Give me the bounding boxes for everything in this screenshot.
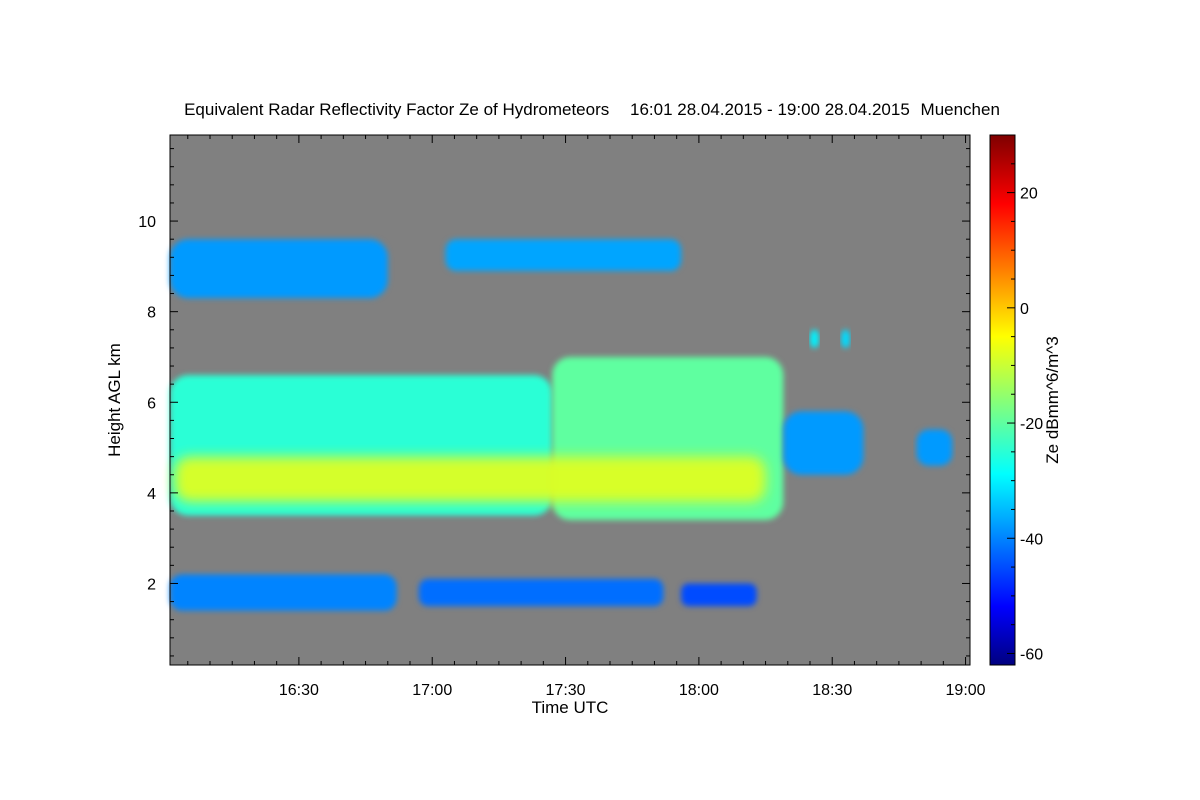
echo-region-upper-cirrus-right bbox=[445, 239, 682, 271]
echo-region-small-cell-2 bbox=[841, 329, 850, 348]
x-tick-label: 17:00 bbox=[412, 682, 452, 699]
chart-title-main: Equivalent Radar Reflectivity Factor Ze … bbox=[184, 100, 609, 119]
y-axis-label: Height AGL km bbox=[105, 343, 124, 457]
echo-region-low-layer-3 bbox=[681, 583, 757, 607]
x-tick-label: 16:30 bbox=[279, 682, 319, 699]
y-tick-label: 8 bbox=[147, 305, 156, 322]
colorbar-tick-label: 0 bbox=[1020, 301, 1029, 318]
echo-region-upper-cirrus-left bbox=[170, 239, 388, 299]
x-tick-label: 18:00 bbox=[679, 682, 719, 699]
echo-region-small-cell-1 bbox=[810, 329, 819, 348]
chart-title-period: 16:01 28.04.2015 - 19:00 28.04.2015 bbox=[630, 100, 910, 119]
y-tick-label: 6 bbox=[147, 395, 156, 412]
colorbar bbox=[989, 134, 1016, 666]
y-tick-label: 10 bbox=[138, 214, 156, 231]
colorbar-tick-label: -20 bbox=[1020, 416, 1043, 433]
colorbar-tick-label: -40 bbox=[1020, 531, 1043, 548]
colorbar-ticks: 20 0 -20 -40 -60 bbox=[1007, 163, 1043, 663]
y-tick-label: 2 bbox=[147, 576, 156, 593]
echo-regions bbox=[170, 239, 953, 611]
x-axis-label: Time UTC bbox=[532, 698, 609, 717]
echo-region-core-band bbox=[174, 456, 766, 502]
x-tick-label: 19:00 bbox=[946, 682, 986, 699]
echo-region-low-layer-2 bbox=[418, 578, 664, 607]
colorbar-tick-label: 20 bbox=[1020, 186, 1038, 203]
y-tick-label: 4 bbox=[147, 486, 156, 503]
x-tick-label: 17:30 bbox=[546, 682, 586, 699]
chart-title-site: Muenchen bbox=[921, 100, 1000, 119]
plot-frame bbox=[169, 134, 971, 666]
echo-region-low-layer-1 bbox=[170, 574, 397, 611]
x-tick-label: 18:30 bbox=[812, 682, 852, 699]
colorbar-label: Ze dBmm^6/m^3 bbox=[1043, 336, 1062, 463]
echo-region-isolated-cell-east bbox=[916, 429, 953, 466]
echo-region-main-cloud-tail bbox=[783, 411, 864, 475]
axis-ticks: 16:30 17:00 17:30 18:00 18:30 19:00 2 4 6 8 10 bbox=[138, 135, 986, 699]
colorbar-tick-label: -60 bbox=[1020, 646, 1043, 663]
chart-title: Equivalent Radar Reflectivity Factor Ze … bbox=[184, 100, 1000, 119]
